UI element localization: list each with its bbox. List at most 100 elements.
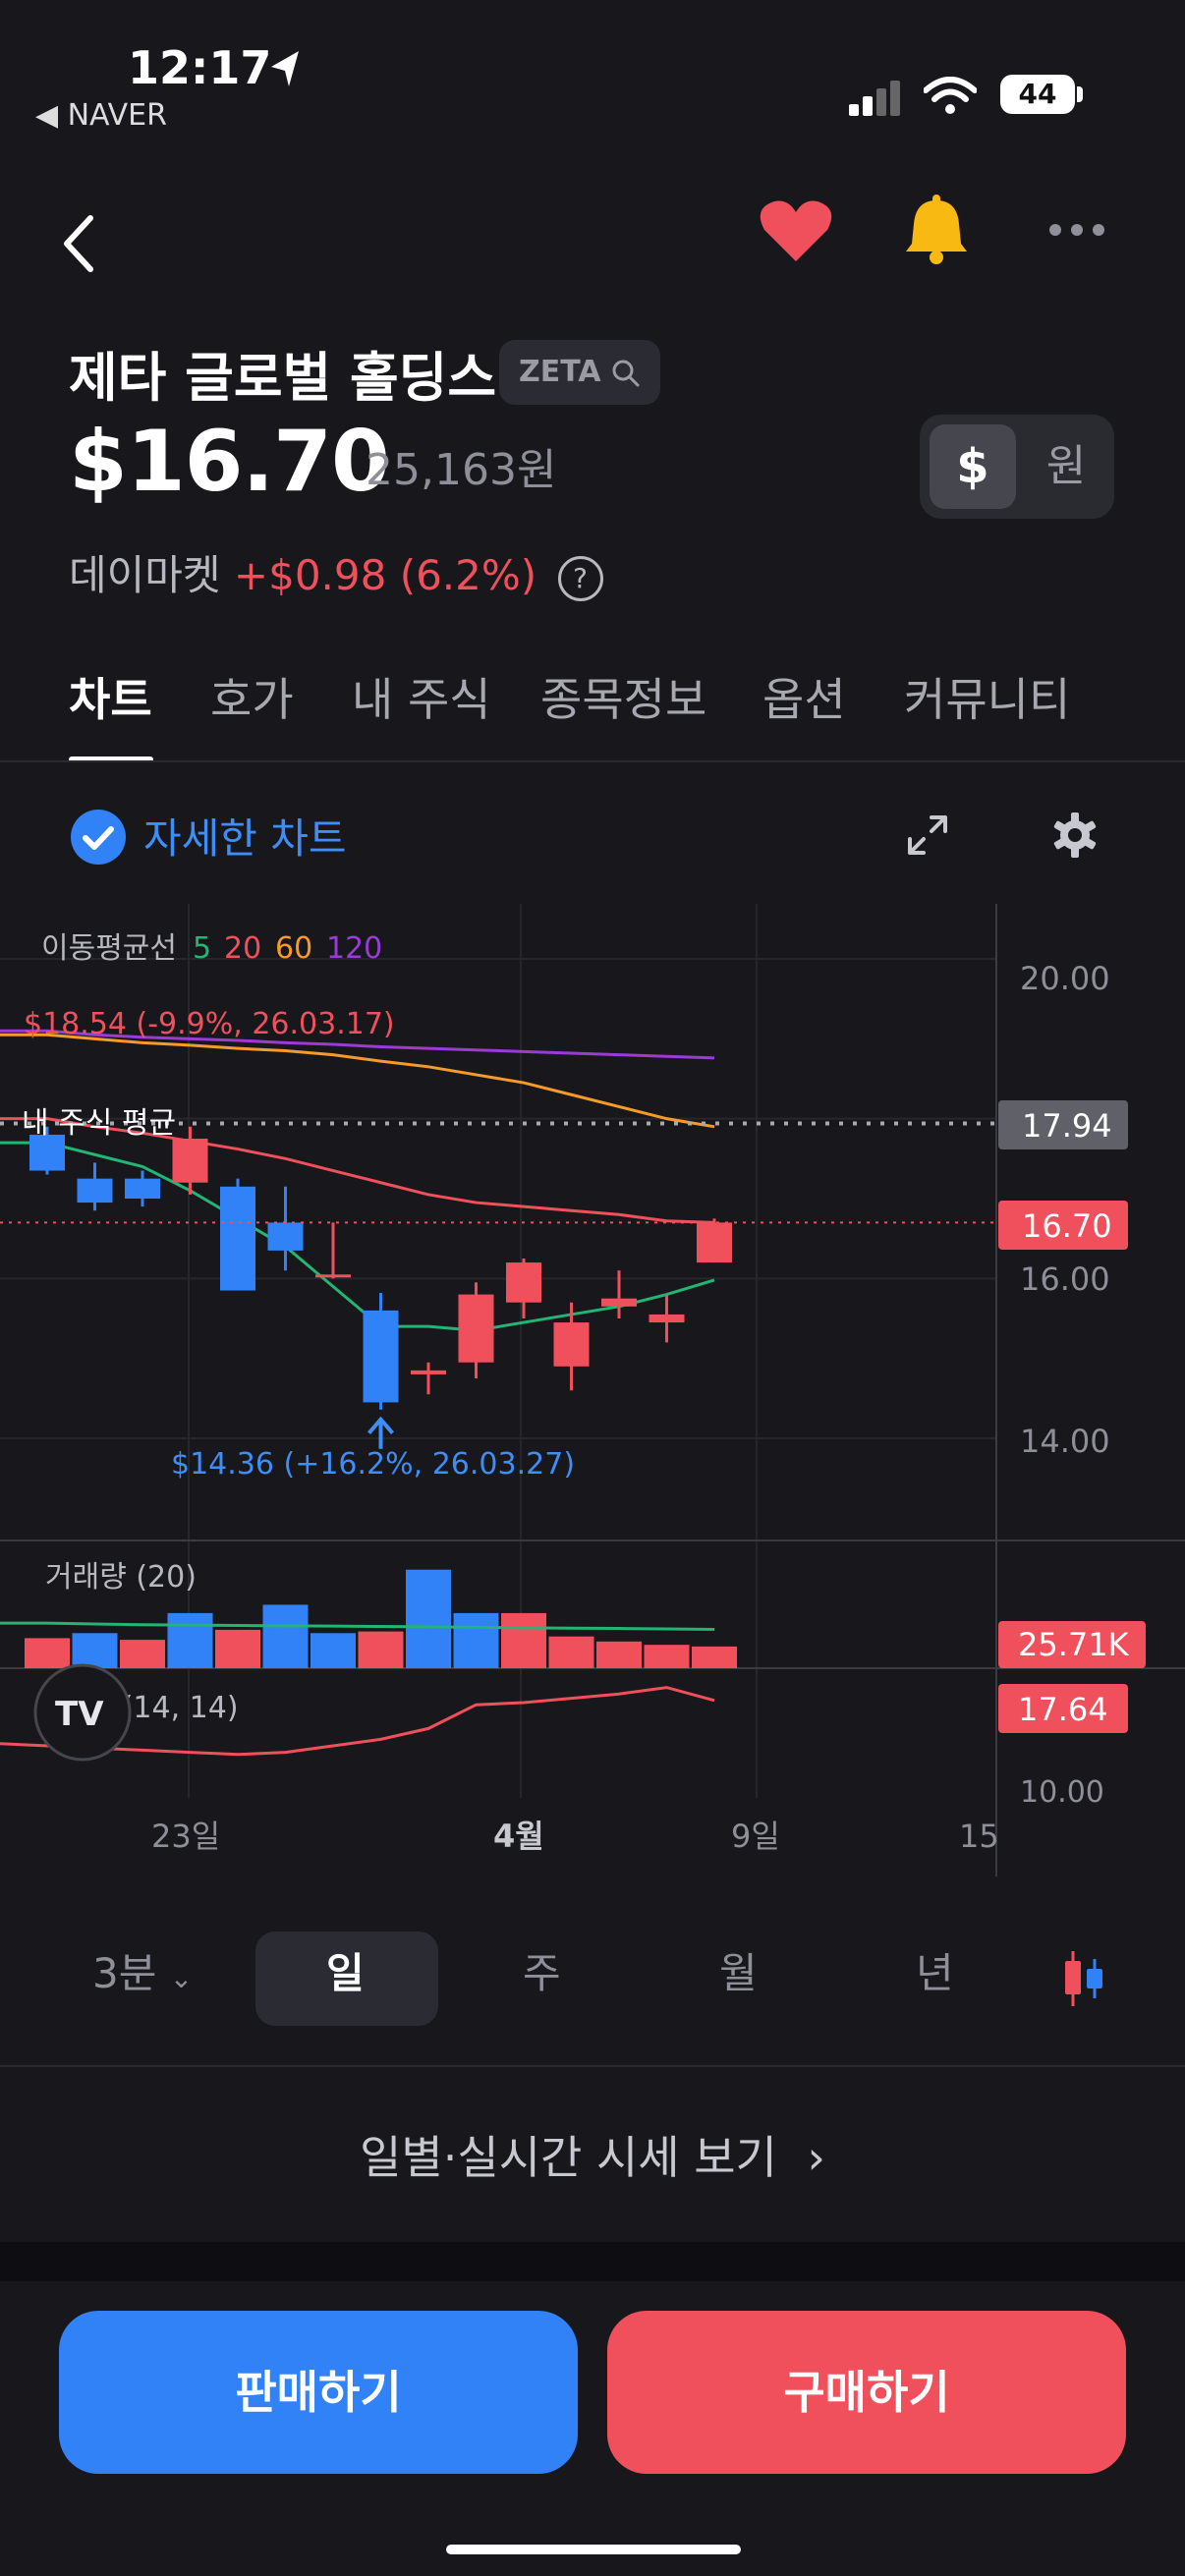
moving-average-lines (0, 1029, 715, 1332)
ma5-label: 5 (193, 931, 211, 966)
status-time: 12:17 (128, 41, 272, 94)
sell-button[interactable]: 판매하기 (59, 2311, 578, 2474)
candle-type-icon[interactable] (1061, 1949, 1108, 2008)
volume-bar (25, 1638, 70, 1668)
candle-body (220, 1186, 255, 1291)
price-change: +$0.98 (6.2%) (233, 551, 537, 599)
x-tick-15: 15 (959, 1818, 999, 1855)
tab-my-stock[interactable]: 내 주식 (352, 673, 491, 726)
ma60-label: 60 (275, 931, 312, 966)
tab-orderbook[interactable]: 호가 (210, 673, 294, 726)
chart-overlays (0, 1121, 996, 1449)
period-active-bg (255, 1932, 438, 2026)
period-week[interactable]: 주 (523, 1949, 561, 1997)
ma-legend-title: 이동평균선 (41, 931, 177, 966)
volume-bar (644, 1645, 690, 1668)
ma120-label: 120 (326, 931, 382, 966)
more-options-icon[interactable] (1047, 222, 1106, 238)
detail-chart-label[interactable]: 자세한 차트 (143, 814, 347, 863)
stock-name: 제타 글로벌 홀딩스 (69, 347, 497, 409)
ticker-search-chip[interactable]: ZETA (499, 340, 661, 405)
daily-realtime-quotes-link[interactable]: 일별·실시간 시세 보기 › (0, 2122, 1185, 2187)
candle-body (29, 1134, 65, 1171)
volume-bar (453, 1612, 499, 1668)
y-tick-16: 16.00 (1020, 1260, 1110, 1298)
chart-grid (0, 904, 1185, 1876)
x-tick-23: 23일 (151, 1818, 220, 1855)
tradingview-logo-icon (33, 1663, 132, 1762)
location-arrow-icon (271, 51, 299, 86)
fullscreen-expand-icon[interactable] (906, 813, 949, 857)
volume-bar (501, 1612, 546, 1668)
wifi-icon (924, 77, 977, 114)
candle-body (77, 1178, 113, 1204)
check-icon (83, 826, 114, 850)
candle-body (125, 1178, 160, 1199)
candle-body (315, 1274, 351, 1278)
buy-button[interactable]: 구매하기 (607, 2311, 1126, 2474)
volume-bar (596, 1641, 642, 1668)
candle-body (649, 1314, 685, 1323)
currency-usd-option[interactable]: $ (930, 424, 1016, 509)
tab-options[interactable]: 옵션 (762, 673, 846, 726)
period-year[interactable]: 년 (916, 1949, 954, 1997)
volume-bar (215, 1629, 260, 1668)
tab-chart[interactable]: 차트 (69, 673, 152, 726)
period-day[interactable]: 일 (326, 1949, 365, 1997)
ma60-line (0, 1033, 715, 1129)
period-divider (0, 2065, 1185, 2067)
low-marker-arrow (367, 1416, 395, 1449)
stock-chart[interactable]: 이동평균선 5 20 60 120 $18.54 (-9.9%, 26.03.1… (0, 904, 1185, 1886)
avg-price-label: 내 주식 평균 (22, 1106, 176, 1141)
search-icon (612, 360, 640, 386)
tradingview-logo-text: TV (55, 1695, 104, 1734)
volume-bar (548, 1636, 594, 1668)
market-session: 데이마켓 (69, 551, 221, 599)
volume-bar (406, 1569, 451, 1668)
cellular-signal-icon (849, 81, 900, 116)
tab-community[interactable]: 커뮤니티 (904, 673, 1071, 726)
volume-ma-line (0, 1621, 715, 1632)
detail-chart-checkbox[interactable] (71, 810, 126, 865)
candlesticks (29, 1126, 732, 1410)
period-3min-label: 3분 (92, 1949, 157, 1997)
candle-body (363, 1310, 399, 1403)
candle-body (553, 1322, 590, 1367)
period-month[interactable]: 월 (719, 1949, 758, 1997)
adx-polyline (0, 1686, 715, 1757)
ma120-line (0, 1029, 715, 1060)
volume-label: 거래량 (20) (45, 1560, 197, 1595)
heart-favorite-icon[interactable] (759, 198, 833, 263)
volume-bar (358, 1631, 404, 1668)
candle-body (411, 1370, 446, 1374)
bell-notification-icon[interactable] (902, 195, 971, 265)
y-tick-14: 14.00 (1020, 1423, 1110, 1460)
volume-bars (0, 1569, 737, 1668)
high-annotation: $18.54 (-9.9%, 26.03.17) (24, 1007, 395, 1041)
active-tab-indicator (69, 756, 153, 762)
volume-bar (310, 1633, 356, 1668)
volume-bar (262, 1604, 309, 1668)
candle-body (458, 1294, 494, 1363)
candle-body (267, 1222, 304, 1251)
back-to-app-link[interactable]: ◀ NAVER (35, 98, 167, 133)
currency-krw-option[interactable]: 원 (1045, 441, 1087, 491)
help-icon[interactable]: ? (557, 555, 603, 601)
volume-bar (72, 1633, 118, 1668)
adx-tick-10: 10.00 (1020, 1775, 1104, 1810)
adx-line (0, 1686, 715, 1757)
bottom-separator (0, 2242, 1185, 2281)
avg-price-badge-bg (998, 1100, 1128, 1149)
avg-price-badge: 17.94 (1022, 1107, 1112, 1145)
daily-link-label: 일별·실시간 시세 보기 (360, 2131, 777, 2184)
back-chevron-icon[interactable] (59, 214, 98, 273)
volume-bar (120, 1640, 165, 1668)
low-annotation: $14.36 (+16.2%, 26.03.27) (171, 1447, 575, 1482)
volume-badge-bg (998, 1621, 1146, 1668)
current-price: $16.70 (69, 413, 390, 511)
period-3min-dropdown[interactable]: 3분 ⌄ (92, 1940, 193, 2000)
x-tick-9: 9일 (731, 1818, 780, 1855)
tab-stock-info[interactable]: 종목정보 (540, 673, 707, 726)
chevron-down-icon: ⌄ (169, 1962, 194, 1994)
chart-settings-gear-icon[interactable] (1051, 812, 1099, 859)
